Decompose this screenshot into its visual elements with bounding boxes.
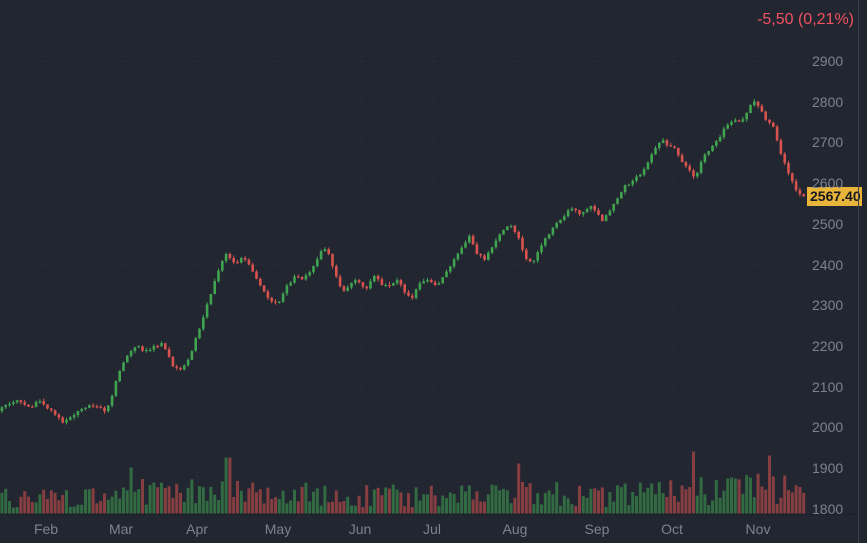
price-tick-label: 2200 — [812, 337, 844, 354]
price-tick-label: 2300 — [812, 297, 844, 314]
price-tick-label: 2900 — [812, 53, 844, 69]
price-tick-label: 2700 — [812, 134, 844, 151]
price-change-label: -5,50 (0,21%) — [757, 11, 854, 28]
time-tick-label: Oct — [661, 521, 683, 537]
price-tick-label: 1800 — [812, 500, 844, 517]
time-tick-label: Apr — [186, 521, 208, 537]
time-tick-label: May — [264, 521, 292, 537]
time-tick-label: Sep — [584, 521, 610, 537]
price-tick-label: 2100 — [812, 378, 844, 395]
time-tick-label: Feb — [33, 521, 59, 537]
price-tick-label: 2400 — [812, 256, 844, 273]
time-scale-border — [0, 514, 858, 515]
time-tick-label: Aug — [502, 521, 528, 537]
time-tick-label: Mar — [108, 521, 134, 537]
price-scale-border — [858, 0, 859, 543]
price-tick-label: 2600 — [812, 175, 844, 192]
price-tick-label: 2800 — [812, 93, 844, 110]
price-tick-label: 2000 — [812, 419, 844, 436]
price-tick-label: 2500 — [812, 215, 844, 232]
price-tick-label: 1900 — [812, 460, 844, 476]
price-scale[interactable]: 2567.40 2900 2800 2700 2600 2500 2400 2300 2200… — [806, 0, 867, 517]
time-tick-label: Jun — [348, 521, 372, 537]
time-scale[interactable]: Feb Mar Apr May Jun Jul Aug Sep Oct Nov — [0, 514, 858, 543]
time-tick-label: Nov — [745, 521, 771, 537]
last-price-label: 2567.40 — [807, 187, 862, 207]
time-tick-label: Jul — [423, 521, 441, 537]
